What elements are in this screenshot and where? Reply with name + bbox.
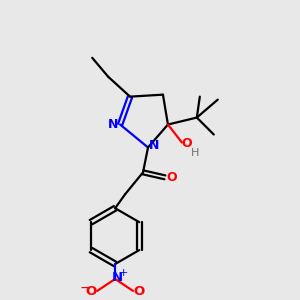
Text: N: N bbox=[108, 118, 118, 131]
Text: O: O bbox=[134, 285, 145, 298]
Text: N: N bbox=[149, 139, 159, 152]
Text: O: O bbox=[167, 171, 177, 184]
Text: −: − bbox=[80, 281, 91, 295]
Text: O: O bbox=[85, 285, 97, 298]
Text: O: O bbox=[182, 137, 192, 150]
Text: +: + bbox=[118, 268, 128, 278]
Text: N: N bbox=[112, 272, 123, 284]
Text: H: H bbox=[190, 148, 199, 158]
